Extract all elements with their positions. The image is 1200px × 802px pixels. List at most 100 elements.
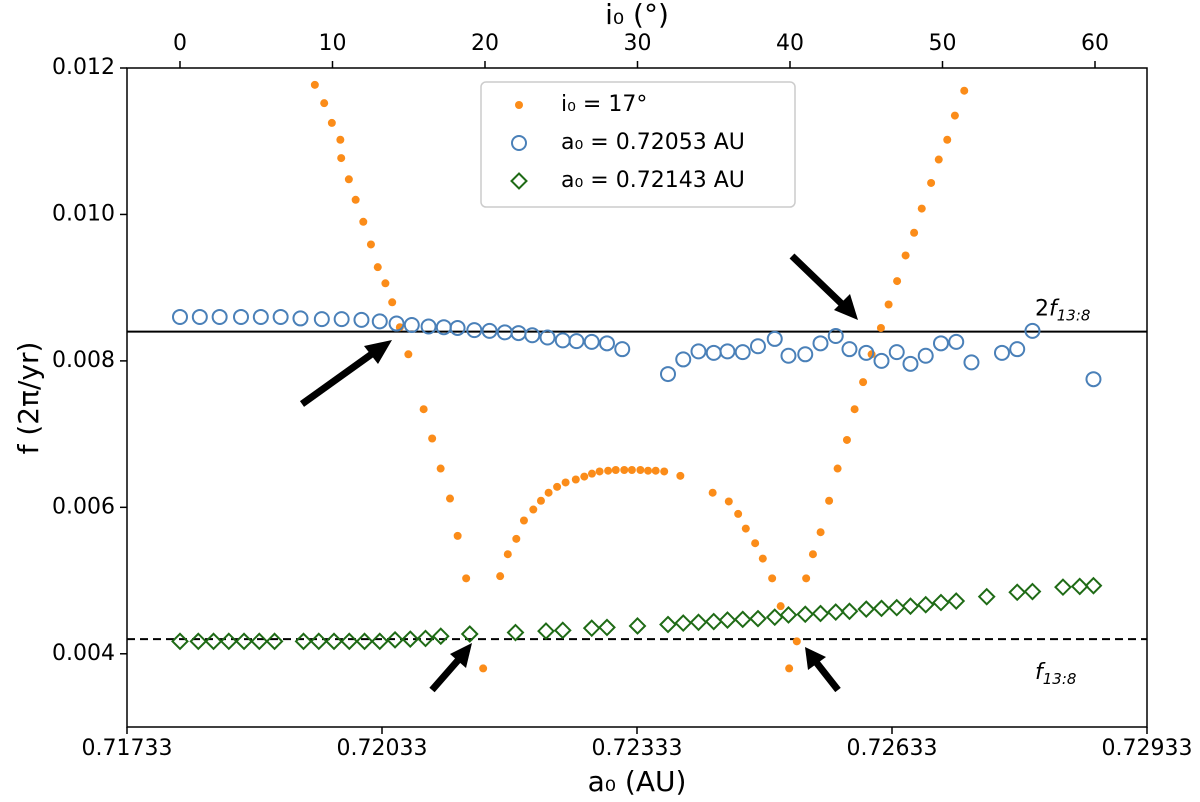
point (901, 251, 910, 260)
point (927, 178, 936, 187)
point (219, 632, 238, 651)
point (416, 629, 435, 648)
point (598, 618, 616, 637)
point (802, 574, 811, 583)
point (524, 327, 541, 344)
arrow-head (805, 647, 826, 670)
point (582, 619, 601, 638)
y-tick-label: 0.012 (52, 55, 115, 80)
reference-label: 2f13:8 (1035, 297, 1090, 325)
point (812, 335, 829, 352)
point (993, 344, 1010, 361)
point (211, 308, 228, 325)
point (529, 505, 538, 514)
point (704, 612, 723, 631)
point (917, 347, 934, 364)
point (431, 627, 450, 646)
arrow-head (450, 643, 472, 668)
point (689, 613, 708, 632)
point (373, 263, 382, 272)
point (932, 335, 949, 352)
point (544, 488, 553, 497)
arrow (813, 659, 841, 693)
point (833, 464, 842, 473)
point (595, 467, 604, 476)
point (515, 101, 523, 109)
point (235, 632, 253, 651)
point (325, 632, 343, 651)
point (858, 344, 875, 361)
point (659, 366, 676, 383)
point (419, 405, 428, 414)
point (1023, 582, 1042, 601)
arrow (299, 348, 379, 407)
legend-label: a₀ = 0.72053 AU (561, 130, 745, 155)
x2-axis-label: i₀ (°) (605, 0, 669, 31)
point (766, 330, 783, 347)
point (171, 308, 188, 325)
point (232, 308, 249, 325)
point (428, 434, 437, 443)
label-prefix: 2 (1035, 297, 1049, 322)
point (977, 587, 996, 606)
point (841, 341, 858, 358)
point (628, 617, 647, 635)
point (636, 465, 645, 474)
point (758, 554, 767, 563)
point (934, 155, 943, 164)
point (768, 574, 777, 583)
point (708, 488, 717, 497)
x2-tick-label: 10 (318, 31, 346, 56)
point (189, 632, 208, 651)
point (381, 279, 390, 288)
point (887, 598, 906, 617)
arrow (789, 253, 847, 309)
point (553, 621, 572, 640)
point (734, 344, 751, 361)
point (850, 405, 859, 414)
point (749, 609, 767, 628)
point (370, 632, 389, 651)
arrow (429, 655, 463, 693)
x-tick-label: 0.71733 (82, 736, 173, 761)
point (481, 322, 498, 339)
point (816, 528, 825, 537)
x2-tick-label: 40 (776, 31, 804, 56)
point (779, 606, 798, 624)
arrows (299, 253, 858, 693)
legend-label: i₀ = 17° (561, 92, 647, 117)
point (1009, 341, 1026, 358)
label-sub: 13:8 (1043, 670, 1077, 688)
point (901, 597, 920, 616)
point (536, 496, 545, 505)
point (292, 310, 309, 327)
point (826, 603, 845, 621)
point (604, 466, 613, 475)
point (333, 311, 350, 328)
x-tick-label: 0.72933 (1102, 736, 1193, 761)
point (724, 497, 733, 506)
point (510, 172, 528, 190)
point (554, 332, 571, 349)
label-sub: 13:8 (1057, 306, 1091, 324)
point (587, 469, 596, 478)
point (932, 593, 950, 612)
point (1054, 578, 1072, 597)
point (893, 277, 902, 286)
y-tick-label: 0.010 (52, 201, 115, 226)
point (910, 228, 919, 237)
point (388, 298, 397, 307)
point (943, 135, 952, 144)
point (568, 333, 585, 350)
point (785, 664, 794, 673)
point (388, 315, 405, 332)
x2-tick-label: 0 (173, 31, 187, 56)
point (916, 595, 935, 614)
point (561, 478, 570, 487)
point (950, 111, 959, 120)
point (627, 465, 636, 474)
label-main: f (1049, 297, 1060, 322)
point (888, 344, 905, 361)
point (539, 329, 556, 346)
